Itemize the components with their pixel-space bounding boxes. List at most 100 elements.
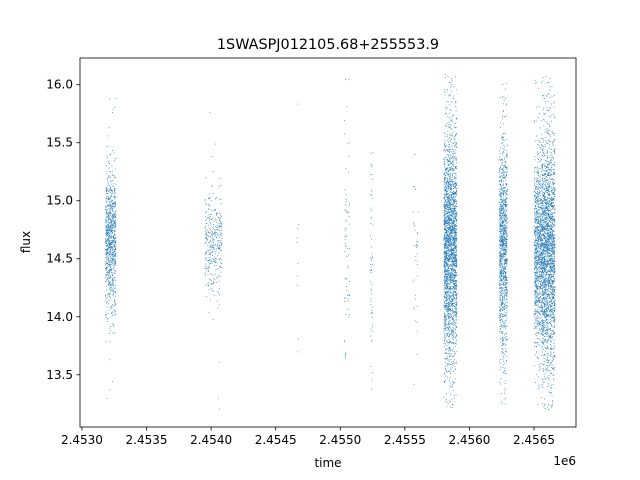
- data-point: [501, 326, 502, 327]
- data-point: [447, 159, 448, 160]
- data-point: [451, 384, 453, 385]
- data-point: [454, 382, 456, 383]
- data-point: [371, 326, 373, 328]
- data-point: [504, 220, 506, 221]
- data-point: [108, 170, 110, 172]
- data-point: [113, 235, 115, 237]
- data-point: [445, 167, 447, 169]
- data-point: [446, 206, 448, 208]
- data-point: [499, 253, 501, 254]
- data-point: [502, 209, 503, 211]
- data-point: [502, 245, 504, 247]
- data-point: [447, 266, 449, 268]
- data-point: [443, 213, 445, 215]
- data-point: [220, 178, 221, 179]
- data-point: [506, 154, 508, 155]
- data-point: [448, 243, 450, 244]
- data-point: [501, 185, 502, 187]
- data-point: [444, 146, 446, 148]
- data-point: [452, 341, 454, 343]
- data-point: [448, 101, 450, 103]
- data-point: [447, 255, 449, 257]
- data-point: [506, 225, 508, 226]
- data-point: [220, 217, 221, 219]
- data-point: [501, 287, 503, 289]
- data-point: [214, 243, 216, 245]
- data-point: [499, 369, 501, 370]
- data-point: [112, 179, 114, 181]
- data-point: [219, 240, 221, 242]
- data-point: [445, 257, 447, 259]
- data-point: [456, 351, 458, 353]
- data-point: [114, 226, 115, 228]
- data-point: [451, 241, 453, 242]
- data-point: [416, 321, 418, 323]
- data-point: [448, 275, 449, 276]
- data-point: [503, 239, 504, 240]
- data-point: [501, 324, 503, 326]
- data-point: [453, 264, 455, 266]
- data-point: [446, 327, 448, 328]
- data-point: [218, 229, 219, 231]
- data-point: [444, 184, 445, 186]
- data-point: [444, 202, 446, 204]
- data-point: [454, 272, 456, 274]
- data-point: [211, 219, 213, 220]
- data-point: [502, 225, 504, 227]
- data-point: [445, 199, 447, 201]
- data-point: [453, 151, 455, 153]
- data-point: [503, 249, 505, 250]
- data-point: [218, 216, 220, 218]
- data-point: [456, 305, 457, 307]
- data-point: [110, 266, 111, 268]
- data-point: [500, 331, 502, 332]
- data-point: [444, 301, 445, 302]
- data-point: [106, 211, 107, 213]
- data-point: [443, 222, 445, 224]
- data-point: [445, 252, 447, 254]
- data-point: [219, 288, 220, 289]
- data-point: [448, 348, 450, 350]
- data-point: [444, 287, 446, 288]
- data-point: [112, 304, 113, 305]
- data-point: [445, 199, 446, 201]
- data-point: [505, 292, 507, 293]
- data-point: [448, 302, 449, 304]
- data-point: [109, 261, 110, 263]
- data-point: [446, 191, 448, 192]
- data-point: [113, 254, 115, 256]
- data-point: [503, 227, 505, 228]
- data-point: [451, 201, 453, 203]
- data-point: [213, 238, 215, 240]
- data-point: [502, 200, 504, 201]
- data-point: [445, 292, 446, 294]
- data-point: [505, 250, 506, 251]
- data-point: [447, 284, 449, 286]
- data-point: [454, 176, 455, 178]
- data-point: [413, 222, 414, 224]
- data-point: [506, 298, 507, 300]
- data-point: [416, 247, 417, 249]
- data-point: [453, 169, 455, 171]
- data-point: [500, 217, 501, 218]
- data-point: [506, 198, 508, 200]
- data-point: [450, 238, 452, 240]
- data-point: [454, 208, 456, 210]
- data-point: [107, 265, 109, 266]
- data-point: [453, 255, 455, 256]
- data-point: [107, 238, 108, 240]
- data-point: [105, 285, 107, 287]
- data-point: [370, 174, 372, 175]
- data-point: [444, 175, 446, 176]
- data-point: [113, 241, 115, 242]
- data-point: [456, 249, 457, 251]
- data-point: [443, 196, 445, 198]
- data-point: [452, 210, 453, 212]
- data-point: [449, 277, 451, 279]
- data-point: [506, 278, 507, 280]
- data-point: [416, 232, 418, 233]
- data-point: [111, 206, 113, 208]
- data-point: [504, 264, 505, 265]
- data-point: [503, 133, 505, 134]
- data-point: [445, 319, 447, 321]
